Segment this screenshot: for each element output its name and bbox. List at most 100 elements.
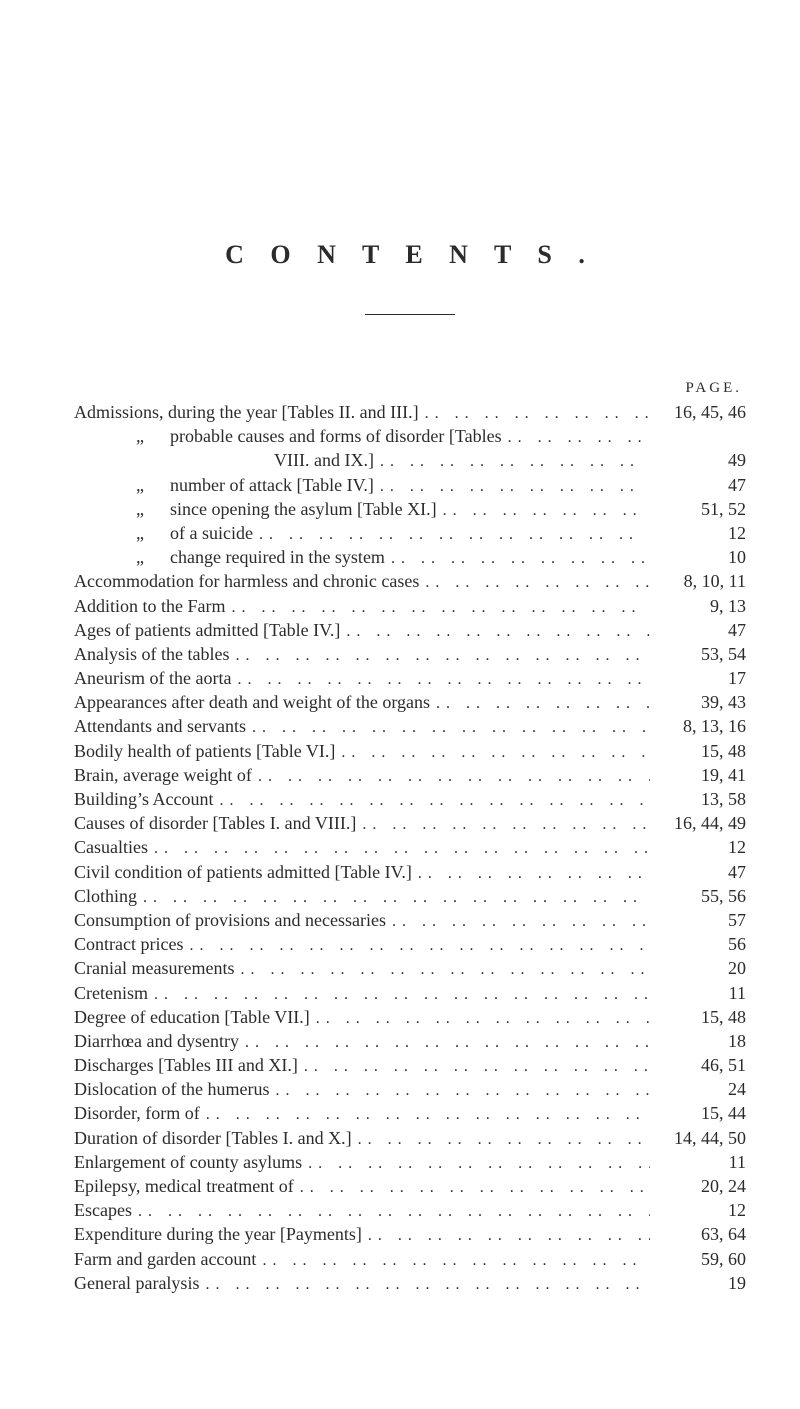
toc-entry-label: Attendants and servants xyxy=(74,717,246,735)
toc-entry-label: Epilepsy, medical treatment of xyxy=(74,1177,294,1195)
toc-entry-label: Diarrhœa and dysentry xyxy=(74,1032,239,1050)
toc-entry: Causes of disorder [Tables I. and VIII.]… xyxy=(74,814,746,833)
toc-leader-dots: .. .. .. .. .. .. .. .. .. .. .. .. .. .… xyxy=(214,793,651,809)
toc-entry: Addition to the Farm.. .. .. .. .. .. ..… xyxy=(74,597,746,616)
toc-leader-dots: .. .. .. .. .. .. .. .. .. .. .. .. .. .… xyxy=(310,1011,650,1027)
toc-entry-text: Diarrhœa and dysentry xyxy=(74,1031,239,1051)
toc-entry-page: 53, 54 xyxy=(650,645,746,663)
toc-entry: „probable causes and forms of disorder [… xyxy=(74,427,746,446)
toc-entry: Cretenism.. .. .. .. .. .. .. .. .. .. .… xyxy=(74,984,746,1003)
toc-entry: „change required in the system.. .. .. .… xyxy=(74,548,746,567)
contents-title: C O N T E N T S . xyxy=(74,240,746,270)
toc-entry: „since opening the asylum [Table XI.].. … xyxy=(74,500,746,519)
toc-entry-page: 20, 24 xyxy=(650,1177,746,1195)
toc-entry: Escapes.. .. .. .. .. .. .. .. .. .. .. … xyxy=(74,1201,746,1220)
toc-leader-dots: .. .. .. .. .. .. .. .. .. .. .. .. .. .… xyxy=(137,890,650,906)
toc-entry: Contract prices.. .. .. .. .. .. .. .. .… xyxy=(74,935,746,954)
toc-leader-dots: .. .. .. .. .. .. .. .. .. .. .. .. .. .… xyxy=(386,914,650,930)
toc-entries: Admissions, during the year [Tables II. … xyxy=(74,403,746,1293)
toc-entry-page: 24 xyxy=(650,1080,746,1098)
toc-leader-dots: .. .. .. .. .. .. .. .. .. .. .. .. .. .… xyxy=(356,817,650,833)
toc-entry-text: Building’s Account xyxy=(74,789,214,809)
toc-leader-dots: .. .. .. .. .. .. .. .. .. .. .. .. .. .… xyxy=(412,866,650,882)
toc-entry-page: 47 xyxy=(650,476,746,494)
toc-entry: Ages of patients admitted [Table IV.].. … xyxy=(74,621,746,640)
toc-entry: Casualties.. .. .. .. .. .. .. .. .. .. … xyxy=(74,838,746,857)
toc-entry: Bodily health of patients [Table VI.].. … xyxy=(74,742,746,761)
toc-entry-label: Expenditure during the year [Payments] xyxy=(74,1225,362,1243)
toc-leader-dots: .. .. .. .. .. .. .. .. .. .. .. .. .. .… xyxy=(229,648,650,664)
toc-entry-text: Epilepsy, medical treatment of xyxy=(74,1176,294,1196)
toc-entry-text: Attendants and servants xyxy=(74,716,246,736)
toc-leader-dots: .. .. .. .. .. .. .. .. .. .. .. .. .. .… xyxy=(385,551,650,567)
toc-entry-text: of a suicide xyxy=(170,523,253,543)
toc-entry-label: Consumption of provisions and necessarie… xyxy=(74,911,386,929)
toc-entry-text: Contract prices xyxy=(74,934,183,954)
toc-entry-text: General paralysis xyxy=(74,1273,199,1293)
toc-entry-text: Analysis of the tables xyxy=(74,644,229,664)
toc-entry-text: Causes of disorder [Tables I. and VIII.] xyxy=(74,813,356,833)
toc-leader-dots: .. .. .. .. .. .. .. .. .. .. .. .. .. .… xyxy=(294,1180,650,1196)
toc-entry: VIII. and IX.].. .. .. .. .. .. .. .. ..… xyxy=(74,451,746,470)
toc-leader-dots: .. .. .. .. .. .. .. .. .. .. .. .. .. .… xyxy=(419,575,650,591)
toc-entry-label: Farm and garden account xyxy=(74,1250,256,1268)
toc-leader-dots: .. .. .. .. .. .. .. .. .. .. .. .. .. .… xyxy=(253,527,650,543)
toc-leader-dots: .. .. .. .. .. .. .. .. .. .. .. .. .. .… xyxy=(246,720,650,736)
toc-leader-dots: .. .. .. .. .. .. .. .. .. .. .. .. .. .… xyxy=(148,987,650,1003)
toc-entry-page: 8, 10, 11 xyxy=(650,572,746,590)
toc-entry-label: Analysis of the tables xyxy=(74,645,229,663)
toc-entry-label: Addition to the Farm xyxy=(74,597,226,615)
toc-entry-page: 56 xyxy=(650,935,746,953)
toc-entry: Accommodation for harmless and chronic c… xyxy=(74,572,746,591)
toc-entry-text: Degree of education [Table VII.] xyxy=(74,1007,310,1027)
toc-entry-page: 10 xyxy=(650,548,746,566)
toc-entry-label: Duration of disorder [Tables I. and X.] xyxy=(74,1129,352,1147)
toc-entry-label: Discharges [Tables III and XI.] xyxy=(74,1056,298,1074)
toc-entry-page: 18 xyxy=(650,1032,746,1050)
toc-entry-page: 20 xyxy=(650,959,746,977)
toc-entry: Duration of disorder [Tables I. and X.].… xyxy=(74,1129,746,1148)
toc-entry-text: probable causes and forms of disorder [T… xyxy=(170,426,502,446)
toc-entry-label: „of a suicide xyxy=(74,524,253,542)
toc-entry-label: VIII. and IX.] xyxy=(74,451,374,469)
toc-entry-text: Dislocation of the humerus xyxy=(74,1079,269,1099)
toc-entry-page: 39, 43 xyxy=(650,693,746,711)
toc-leader-dots: .. .. .. .. .. .. .. .. .. .. .. .. .. .… xyxy=(132,1204,650,1220)
ditto-mark: „ xyxy=(136,548,170,566)
toc-entry-page: 17 xyxy=(650,669,746,687)
toc-entry-text: number of attack [Table IV.] xyxy=(170,475,374,495)
toc-entry-text: Clothing xyxy=(74,886,137,906)
toc-entry-label: „probable causes and forms of disorder [… xyxy=(74,427,502,445)
toc-entry-label: Degree of education [Table VII.] xyxy=(74,1008,310,1026)
toc-entry-text: Admissions, during the year [Tables II. … xyxy=(74,402,419,422)
toc-entry-text: VIII. and IX.] xyxy=(274,450,374,470)
toc-entry-text: since opening the asylum [Table XI.] xyxy=(170,499,437,519)
toc-leader-dots: .. .. .. .. .. .. .. .. .. .. .. .. .. .… xyxy=(352,1132,650,1148)
toc-entry-label: Cretenism xyxy=(74,984,148,1002)
toc-leader-dots: .. .. .. .. .. .. .. .. .. .. .. .. .. .… xyxy=(374,479,650,495)
toc-leader-dots: .. .. .. .. .. .. .. .. .. .. .. .. .. .… xyxy=(298,1059,650,1075)
toc-entry: General paralysis.. .. .. .. .. .. .. ..… xyxy=(74,1274,746,1293)
toc-entry-page: 12 xyxy=(650,838,746,856)
toc-leader-dots: .. .. .. .. .. .. .. .. .. .. .. .. .. .… xyxy=(502,430,650,446)
toc-leader-dots: .. .. .. .. .. .. .. .. .. .. .. .. .. .… xyxy=(200,1107,650,1123)
toc-entry-page: 55, 56 xyxy=(650,887,746,905)
toc-entry: Aneurism of the aorta.. .. .. .. .. .. .… xyxy=(74,669,746,688)
toc-entry-page: 14, 44, 50 xyxy=(650,1129,746,1147)
toc-entry-label: Disorder, form of xyxy=(74,1104,200,1122)
toc-entry-page: 47 xyxy=(650,621,746,639)
toc-entry: „of a suicide.. .. .. .. .. .. .. .. .. … xyxy=(74,524,746,543)
toc-entry-text: Casualties xyxy=(74,837,148,857)
toc-entry-text: Duration of disorder [Tables I. and X.] xyxy=(74,1128,352,1148)
toc-entry-text: Discharges [Tables III and XI.] xyxy=(74,1055,298,1075)
toc-entry: Epilepsy, medical treatment of.. .. .. .… xyxy=(74,1177,746,1196)
page-column-header: PAGE. xyxy=(74,380,746,397)
toc-entry-label: Brain, average weight of xyxy=(74,766,252,784)
toc-entry-page: 13, 58 xyxy=(650,790,746,808)
toc-entry-page: 46, 51 xyxy=(650,1056,746,1074)
toc-entry-text: change required in the system xyxy=(170,547,385,567)
toc-entry-label: Casualties xyxy=(74,838,148,856)
toc-entry-text: Enlargement of county asylums xyxy=(74,1152,302,1172)
toc-leader-dots: .. .. .. .. .. .. .. .. .. .. .. .. .. .… xyxy=(340,624,650,640)
toc-entry-label: Appearances after death and weight of th… xyxy=(74,693,430,711)
